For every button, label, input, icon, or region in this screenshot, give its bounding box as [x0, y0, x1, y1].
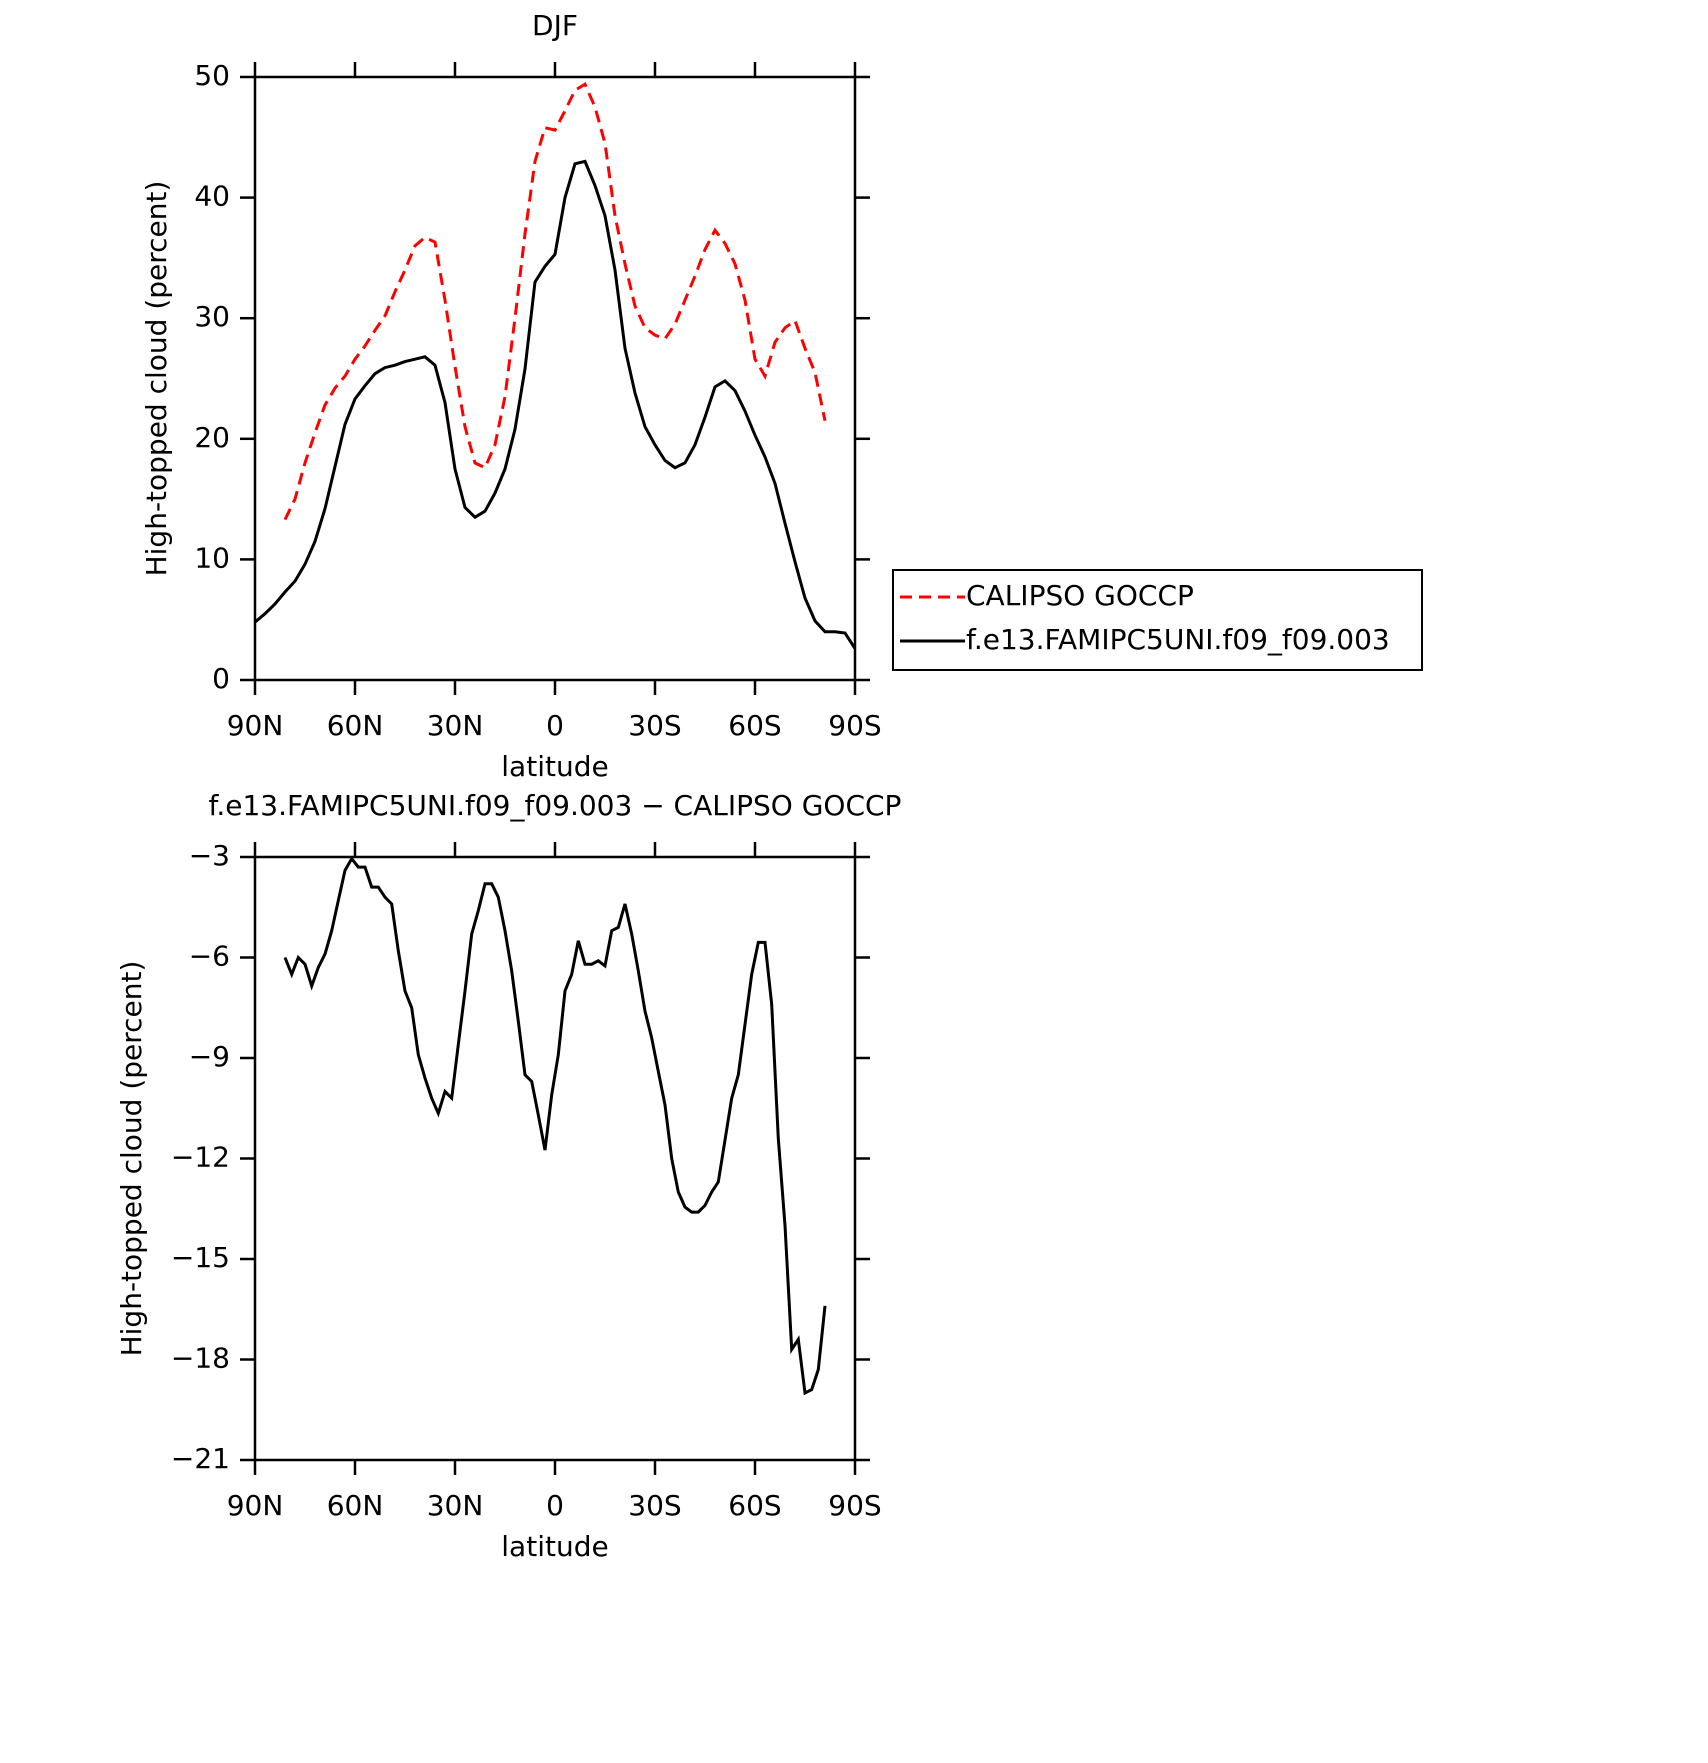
y-tick-label: 10 — [194, 541, 230, 574]
x-tick-label: 90N — [227, 1489, 284, 1522]
y-tick-label: −18 — [171, 1342, 230, 1375]
y-tick-label: −21 — [171, 1442, 230, 1475]
y-tick-label: 20 — [194, 421, 230, 454]
plot-frame — [253, 855, 857, 1462]
plot-frame — [253, 75, 857, 682]
legend-box — [892, 569, 1423, 671]
legend-label: f.e13.FAMIPC5UNI.f09_f09.003 — [966, 623, 1390, 656]
x-tick-label: 30S — [628, 1489, 681, 1522]
x-tick-label: 90N — [227, 709, 284, 742]
x-tick-label: 30N — [427, 1489, 484, 1522]
x-tick-label: 0 — [546, 709, 564, 742]
x-tick-label: 90S — [828, 709, 881, 742]
x-tick-label: 60S — [728, 1489, 781, 1522]
y-axis-label: High-topped cloud (percent) — [140, 181, 173, 577]
legend-label: CALIPSO GOCCP — [966, 579, 1194, 612]
x-tick-label: 60N — [327, 1489, 384, 1522]
y-tick-label: 50 — [194, 59, 230, 92]
x-tick-label: 60S — [728, 709, 781, 742]
data-line — [283, 856, 827, 1396]
chart-title: f.e13.FAMIPC5UNI.f09_f09.003 − CALIPSO G… — [209, 789, 902, 822]
y-axis-label: High-topped cloud (percent) — [115, 961, 148, 1357]
data-line — [254, 159, 857, 650]
chart-title: DJF — [532, 9, 578, 42]
y-tick-label: 40 — [194, 180, 230, 213]
x-tick-label: 0 — [546, 1489, 564, 1522]
x-tick-label: 60N — [327, 709, 384, 742]
x-tick-label: 30N — [427, 709, 484, 742]
y-tick-label: −6 — [189, 940, 230, 973]
x-tick-label: 30S — [628, 709, 681, 742]
x-axis-label: latitude — [501, 750, 608, 783]
x-axis-label: latitude — [501, 1530, 608, 1563]
y-tick-label: −12 — [171, 1141, 230, 1174]
y-tick-label: −9 — [189, 1040, 230, 1073]
y-tick-label: −3 — [189, 839, 230, 872]
y-tick-label: 30 — [194, 300, 230, 333]
x-tick-label: 90S — [828, 1489, 881, 1522]
data-line — [283, 82, 827, 521]
y-tick-label: 0 — [212, 662, 230, 695]
y-tick-label: −15 — [171, 1241, 230, 1274]
